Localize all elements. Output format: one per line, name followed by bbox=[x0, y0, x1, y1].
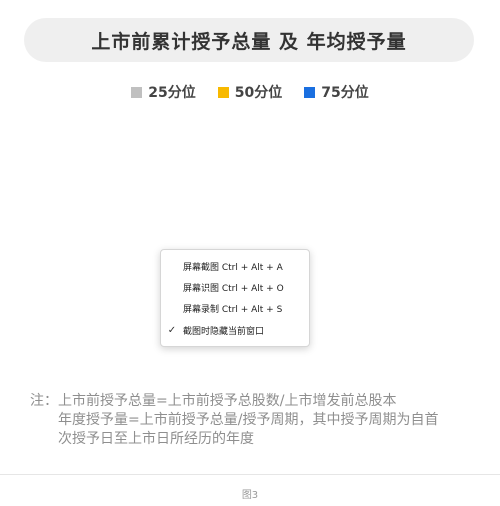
footnotes: 注：上市前授予总量=上市前授予总股数/上市增发前总股本 年度授予量=上市前授予总… bbox=[30, 392, 480, 449]
menu-item-screen-recognize[interactable]: 屏幕识图 Ctrl + Alt + O bbox=[161, 277, 309, 297]
divider bbox=[0, 474, 500, 475]
check-icon: ✓ bbox=[167, 324, 177, 336]
legend-label-p25: 25分位 bbox=[148, 85, 196, 101]
menu-item-label: 屏幕识图 Ctrl + Alt + O bbox=[183, 283, 284, 294]
menu-item-label: 截图时隐藏当前窗口 bbox=[183, 326, 265, 337]
legend-item-p75: 75分位 bbox=[304, 82, 369, 102]
legend: 25分位 50分位 75分位 bbox=[16, 82, 484, 102]
menu-item-screen-record[interactable]: 屏幕录制 Ctrl + Alt + S bbox=[161, 298, 309, 318]
legend-label-p75: 75分位 bbox=[321, 85, 369, 101]
context-menu[interactable]: 屏幕截图 Ctrl + Alt + A 屏幕识图 Ctrl + Alt + O … bbox=[160, 249, 310, 347]
footnote-line-1: 注：上市前授予总量=上市前授予总股数/上市增发前总股本 bbox=[30, 393, 397, 409]
legend-swatch-p50 bbox=[217, 86, 229, 98]
legend-item-p50: 50分位 bbox=[217, 82, 283, 102]
legend-swatch-p75 bbox=[304, 86, 316, 98]
menu-item-hide-window[interactable]: ✓ 截图时隐藏当前窗口 bbox=[161, 320, 309, 340]
figure-caption: 图3 bbox=[241, 490, 259, 501]
menu-item-label: 屏幕截图 Ctrl + Alt + A bbox=[183, 262, 283, 273]
chart-card: 上市前累计授予总量 及 年均授予量 25分位 50分位 75分位 注：上市前授予… bbox=[16, 10, 484, 480]
footnote-line-3: 次授予日至上市日所经历的年度 bbox=[58, 431, 254, 447]
footnote-line-2: 年度授予量=上市前授予总量/授予周期，其中授予周期为自首 bbox=[58, 412, 439, 428]
legend-label-p50: 50分位 bbox=[234, 85, 283, 101]
chart-title: 上市前累计授予总量 及 年均授予量 bbox=[24, 18, 474, 62]
legend-item-p25: 25分位 bbox=[131, 82, 196, 102]
menu-item-screenshot[interactable]: 屏幕截图 Ctrl + Alt + A bbox=[161, 256, 309, 276]
menu-item-label: 屏幕录制 Ctrl + Alt + S bbox=[183, 304, 283, 315]
legend-swatch-p25 bbox=[131, 86, 143, 98]
